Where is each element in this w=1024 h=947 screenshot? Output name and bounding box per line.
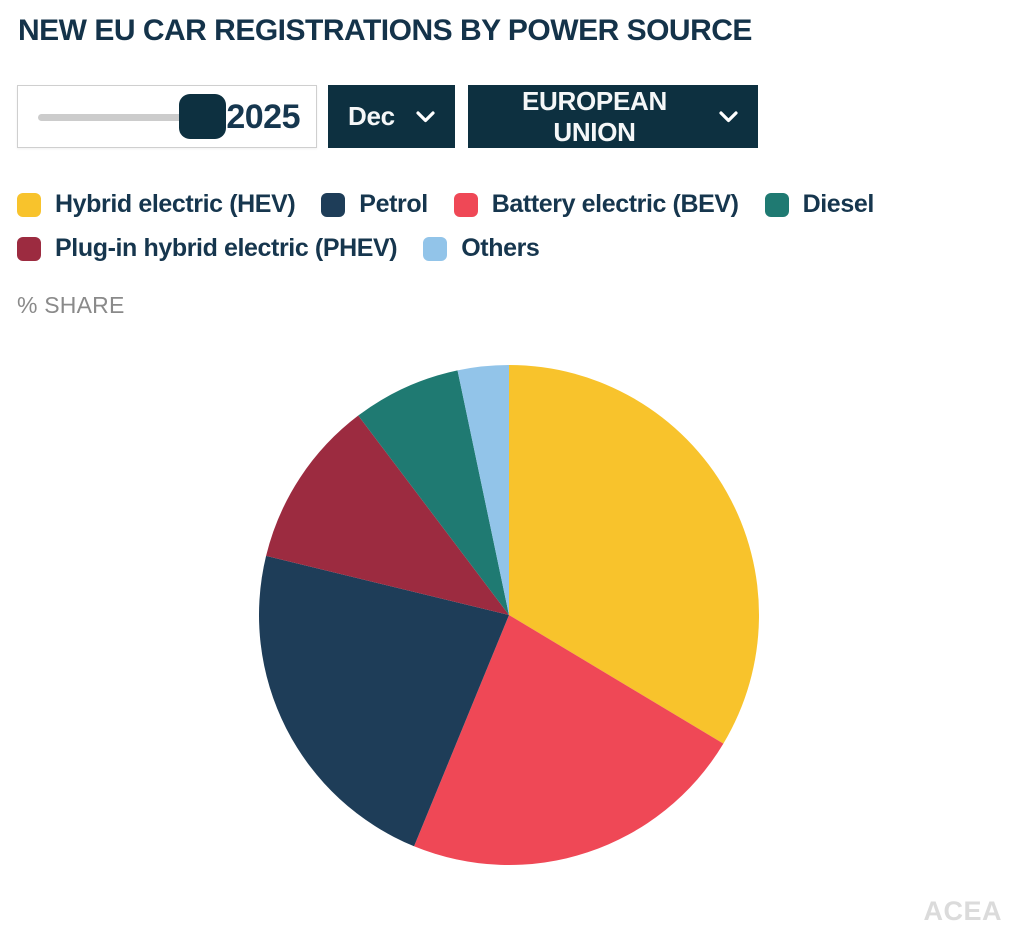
pie-slice-hybrid-electric-hev[interactable] <box>509 365 759 744</box>
pie-chart <box>259 365 759 865</box>
share-axis-label: % SHARE <box>17 292 125 318</box>
pie-slice-diesel[interactable] <box>358 370 509 615</box>
pie-slice-plug-in-hybrid-electric-phev[interactable] <box>266 415 509 615</box>
year-slider-value: 2025 <box>226 98 300 136</box>
legend-swatch <box>321 192 346 217</box>
legend-item-diesel[interactable]: Diesel <box>764 190 875 219</box>
legend-item-hybrid-electric-hev[interactable]: Hybrid electric (HEV) <box>17 190 296 219</box>
legend-item-petrol[interactable]: Petrol <box>321 190 428 219</box>
legend-item-plug-in-hybrid-electric-phev[interactable]: Plug-in hybrid electric (PHEV) <box>17 234 398 263</box>
legend-swatch <box>423 236 448 261</box>
legend-label: Plug-in hybrid electric (PHEV) <box>55 234 398 262</box>
region-dropdown-value: EUROPEAN UNION <box>522 85 667 147</box>
legend-swatch <box>17 192 41 217</box>
acea-watermark: ACEA <box>923 896 1002 926</box>
chevron-down-icon <box>416 110 435 122</box>
page-title: NEW EU CAR REGISTRATIONS BY POWER SOURCE <box>18 14 752 47</box>
legend-swatch <box>453 192 478 217</box>
legend-swatch <box>764 192 789 217</box>
legend-item-battery-electric-bev[interactable]: Battery electric (BEV) <box>453 190 739 219</box>
chevron-down-icon <box>719 110 738 122</box>
legend-item-others[interactable]: Others <box>423 234 540 263</box>
year-slider-thumb[interactable] <box>179 94 226 139</box>
legend-label: Petrol <box>359 190 428 218</box>
month-dropdown-value: Dec <box>348 101 395 131</box>
year-slider[interactable]: 2025 <box>17 85 317 148</box>
region-dropdown[interactable]: EUROPEAN UNION <box>468 85 758 148</box>
year-slider-track[interactable] <box>38 114 213 121</box>
legend: Hybrid electric (HEV) Petrol Battery elect… <box>17 190 947 263</box>
legend-swatch <box>17 236 41 261</box>
pie-slice-battery-electric-bev[interactable] <box>414 615 724 865</box>
legend-label: Battery electric (BEV) <box>491 190 739 218</box>
pie-slice-petrol[interactable] <box>259 555 509 847</box>
legend-label: Diesel <box>802 190 875 218</box>
legend-label: Hybrid electric (HEV) <box>55 190 296 218</box>
pie-slice-others[interactable] <box>457 365 509 615</box>
legend-label: Others <box>461 234 540 262</box>
month-dropdown[interactable]: Dec <box>328 85 455 148</box>
